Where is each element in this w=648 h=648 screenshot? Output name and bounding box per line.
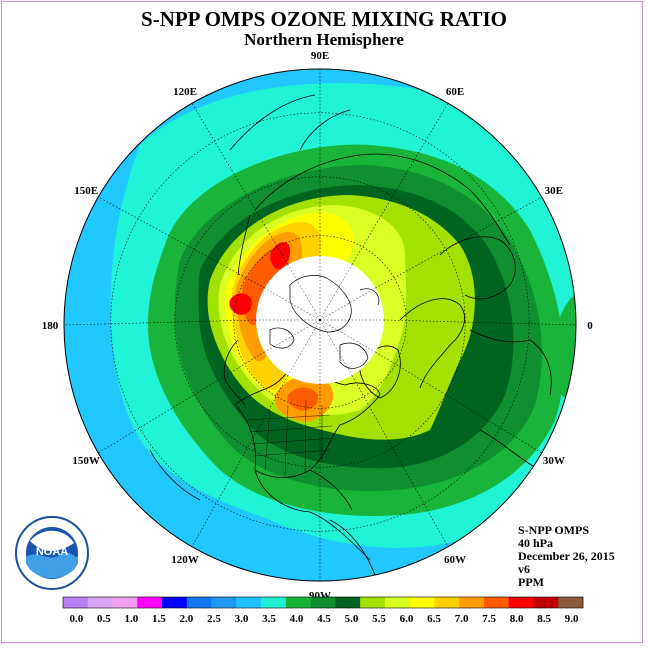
polar-meridian-line bbox=[287, 264, 321, 321]
longitude-label: 180 bbox=[42, 320, 59, 332]
map-boundary bbox=[63, 68, 577, 582]
lat-lon-grid bbox=[64, 69, 576, 581]
colorbar-swatch bbox=[261, 597, 287, 608]
meridian-line bbox=[375, 196, 542, 289]
colorbar-outline bbox=[62, 596, 584, 609]
meridian-line bbox=[191, 375, 289, 547]
lat-lon-grid-polar bbox=[256, 256, 384, 384]
colorbar-tick-label: 1.5 bbox=[152, 613, 166, 625]
colorbar-tick-label: 8.5 bbox=[537, 613, 551, 625]
longitude-label: 150W bbox=[72, 455, 100, 467]
longitude-label: 120E bbox=[173, 86, 197, 98]
map-title: S-NPP OMPS OZONE MIXING RATIO bbox=[141, 7, 507, 31]
colorbar-swatch bbox=[533, 597, 559, 608]
noaa-logo-text: NOAA bbox=[36, 546, 68, 558]
colorbar-swatch bbox=[409, 597, 435, 608]
colorbar-tick-label: 3.5 bbox=[262, 613, 276, 625]
longitude-label: 120W bbox=[171, 554, 199, 566]
polar-meridian-line bbox=[319, 319, 353, 376]
colorbar-swatch bbox=[360, 597, 386, 608]
colorbar-tick-label: 2.5 bbox=[207, 613, 221, 625]
ozone-band-8.5-9.0-b bbox=[229, 293, 252, 315]
arctic-coastlines bbox=[269, 275, 380, 369]
ozone-band-8.5-9.0-a bbox=[270, 242, 291, 270]
colorbar-tick-label: 9.0 bbox=[565, 613, 579, 625]
map-subtitle: Northern Hemisphere bbox=[244, 30, 404, 49]
polar-meridian-line bbox=[264, 287, 321, 321]
meridian-line bbox=[64, 319, 257, 326]
colorbar-swatch bbox=[310, 597, 336, 608]
colorbar-swatch bbox=[558, 597, 584, 608]
colorbar-swatch bbox=[335, 597, 361, 608]
polar-meridian-line bbox=[264, 319, 321, 353]
colorbar-swatch bbox=[285, 597, 311, 608]
ozone-band-east-rim bbox=[555, 294, 576, 404]
longitude-label: 60E bbox=[446, 86, 464, 98]
info-instrument: S-NPP OMPS bbox=[518, 523, 589, 537]
colorbar: 0.0 0.5 1.0 1.5 2.0 2.5 3.0 3.5 4.0 4.5 5.0 5.5 6.0 6… bbox=[62, 596, 584, 625]
info-units: PPM bbox=[518, 575, 544, 589]
colorbar-swatch bbox=[483, 597, 510, 608]
colorbar-swatch bbox=[236, 597, 262, 608]
longitude-label: 90E bbox=[311, 50, 329, 62]
product-info: S-NPP OMPS 40 hPa December 26, 2015 v6 P… bbox=[518, 524, 615, 589]
polar-meridian-line bbox=[319, 264, 353, 321]
longitude-label: 60W bbox=[444, 554, 466, 566]
meridian-line bbox=[375, 351, 542, 454]
noaa-logo: NOAA bbox=[15, 516, 89, 590]
longitude-label: 150E bbox=[74, 185, 98, 197]
colorbar-swatch bbox=[137, 597, 163, 608]
colorbar-swatch bbox=[186, 597, 212, 608]
latitude-circle bbox=[233, 235, 407, 409]
colorbar-tick-label: 5.0 bbox=[345, 613, 359, 625]
latitude-circle bbox=[174, 176, 466, 468]
colorbar-tick-label: 6.5 bbox=[427, 613, 441, 625]
colorbar-swatch bbox=[434, 597, 460, 608]
colorbar-tick-label: 7.5 bbox=[482, 613, 496, 625]
colorbar-swatch bbox=[112, 597, 138, 608]
polar-meridian-line bbox=[319, 287, 376, 321]
colorbar-tick-label: 5.5 bbox=[372, 613, 386, 625]
info-version: v6 bbox=[518, 562, 530, 576]
meridian-line bbox=[351, 375, 449, 547]
colorbar-tick-label: 8.0 bbox=[510, 613, 524, 625]
colorbar-tick-label: 4.0 bbox=[290, 613, 304, 625]
colorbar-tick-label: 4.5 bbox=[317, 613, 331, 625]
colorbar-tick-label: 6.0 bbox=[400, 613, 414, 625]
info-date: December 26, 2015 bbox=[518, 549, 615, 563]
colorbar-swatch bbox=[211, 597, 237, 608]
longitude-label: 0 bbox=[587, 320, 593, 332]
colorbar-tick-label: 7.0 bbox=[455, 613, 469, 625]
longitude-label: 30W bbox=[543, 455, 565, 467]
colorbar-swatch bbox=[87, 597, 113, 608]
colorbar-tick-label: 0.0 bbox=[70, 613, 84, 625]
meridian-line bbox=[383, 319, 576, 326]
colorbar-swatch bbox=[384, 597, 410, 608]
meridian-line bbox=[98, 196, 265, 289]
colorbar-swatch bbox=[63, 597, 89, 608]
latitude-circle bbox=[110, 112, 530, 532]
info-level: 40 hPa bbox=[518, 536, 554, 550]
meridian-line bbox=[98, 351, 265, 454]
polar-meridian-line bbox=[319, 319, 376, 353]
longitude-label: 30E bbox=[545, 185, 563, 197]
colorbar-swatch bbox=[508, 597, 534, 608]
ozone-band-8.0-8.5-lower bbox=[287, 387, 319, 411]
colorbar-tick-label: 2.0 bbox=[180, 613, 194, 625]
polar-meridian-line bbox=[287, 319, 321, 376]
colorbar-swatch bbox=[459, 597, 485, 608]
colorbar-tick-label: 3.0 bbox=[235, 613, 249, 625]
colorbar-tick-label: 0.5 bbox=[97, 613, 111, 625]
colorbar-tick-label: 1.0 bbox=[125, 613, 139, 625]
colorbar-swatch bbox=[162, 597, 188, 608]
us-state-lines bbox=[247, 399, 335, 476]
